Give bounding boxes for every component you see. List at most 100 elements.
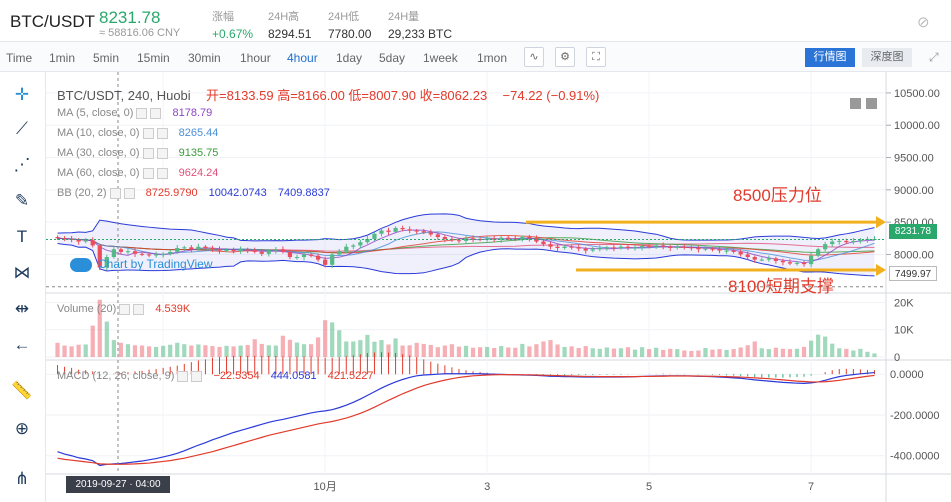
candle-body[interactable] bbox=[175, 248, 180, 252]
candle-body[interactable] bbox=[456, 240, 462, 242]
candle-body[interactable] bbox=[710, 248, 715, 250]
tf-1week[interactable]: 1week bbox=[423, 51, 458, 65]
pair-name[interactable]: BTC/USDT bbox=[10, 12, 95, 31]
tf-5min[interactable]: 5min bbox=[93, 51, 120, 65]
volume-bar[interactable] bbox=[555, 344, 560, 357]
candle-body[interactable] bbox=[294, 257, 300, 259]
candle-body[interactable] bbox=[661, 245, 666, 247]
candle-body[interactable] bbox=[513, 238, 518, 240]
volume-bar[interactable] bbox=[477, 347, 483, 357]
volume-bar[interactable] bbox=[773, 347, 778, 357]
candle-body[interactable] bbox=[161, 253, 166, 255]
volume-bar[interactable] bbox=[69, 346, 74, 357]
candle-body[interactable] bbox=[224, 249, 229, 251]
volume-bar[interactable] bbox=[485, 346, 490, 357]
volume-bar[interactable] bbox=[597, 348, 602, 357]
tf-30min[interactable]: 30min bbox=[188, 51, 221, 65]
volume-bar[interactable] bbox=[83, 344, 88, 357]
volume-bar[interactable] bbox=[766, 349, 771, 357]
candle-body[interactable] bbox=[62, 238, 67, 240]
settings-box-icon[interactable] bbox=[109, 187, 121, 199]
candle-body[interactable] bbox=[780, 260, 786, 263]
candle-body[interactable] bbox=[154, 254, 159, 256]
volume-bar[interactable] bbox=[308, 344, 314, 357]
volume-bar[interactable] bbox=[689, 351, 694, 357]
volume-bar[interactable] bbox=[231, 346, 236, 357]
volume-bar[interactable] bbox=[90, 325, 95, 357]
candle-body[interactable] bbox=[851, 240, 856, 243]
volume-bar[interactable] bbox=[569, 346, 574, 357]
candle-body[interactable] bbox=[315, 255, 321, 260]
candle-body[interactable] bbox=[759, 259, 764, 261]
candle-body[interactable] bbox=[724, 250, 729, 252]
volume-bar[interactable] bbox=[139, 345, 145, 357]
volume-bar[interactable] bbox=[273, 345, 278, 357]
volume-bar[interactable] bbox=[104, 321, 109, 357]
volume-bar[interactable] bbox=[724, 349, 729, 357]
volume-bar[interactable] bbox=[675, 349, 680, 357]
volume-bar[interactable] bbox=[203, 345, 208, 357]
settings-box-icon[interactable] bbox=[119, 303, 131, 315]
close-box-icon[interactable] bbox=[156, 167, 168, 179]
candle-body[interactable] bbox=[146, 254, 152, 256]
volume-bar[interactable] bbox=[330, 322, 335, 357]
volume-bar[interactable] bbox=[534, 344, 539, 357]
candle-body[interactable] bbox=[576, 247, 581, 249]
volume-bar[interactable] bbox=[287, 339, 293, 357]
volume-bar[interactable] bbox=[541, 341, 546, 357]
volume-bar[interactable] bbox=[358, 340, 363, 357]
candle-body[interactable] bbox=[625, 246, 631, 248]
volume-bar[interactable] bbox=[661, 349, 666, 357]
expand-icon[interactable]: ⤢ bbox=[929, 50, 939, 64]
candle-body[interactable] bbox=[287, 251, 293, 258]
candle-body[interactable] bbox=[358, 242, 363, 246]
volume-bar[interactable] bbox=[323, 320, 328, 357]
volume-bar[interactable] bbox=[365, 334, 370, 357]
volume-bar[interactable] bbox=[752, 341, 757, 357]
fib-icon[interactable]: ⋰ bbox=[13, 155, 31, 174]
volume-bar[interactable] bbox=[527, 346, 532, 357]
candle-body[interactable] bbox=[646, 246, 652, 248]
volume-bar[interactable] bbox=[865, 351, 870, 357]
volume-bar[interactable] bbox=[252, 339, 257, 357]
volume-bar[interactable] bbox=[456, 346, 462, 357]
volume-bar[interactable] bbox=[801, 346, 807, 357]
hide-icon[interactable]: ⊘ bbox=[917, 14, 930, 31]
candle-body[interactable] bbox=[90, 240, 95, 246]
tf-5day[interactable]: 5day bbox=[379, 51, 406, 65]
candle-body[interactable] bbox=[168, 251, 173, 254]
candle-body[interactable] bbox=[245, 249, 250, 251]
candle-body[interactable] bbox=[125, 251, 131, 253]
candle-body[interactable] bbox=[639, 246, 645, 248]
candle-body[interactable] bbox=[83, 240, 88, 242]
volume-bar[interactable] bbox=[731, 349, 736, 357]
candle-body[interactable] bbox=[379, 230, 384, 234]
volume-bar[interactable] bbox=[161, 345, 166, 357]
candle-body[interactable] bbox=[787, 262, 793, 264]
volume-bar[interactable] bbox=[632, 349, 638, 357]
volume-bar[interactable] bbox=[520, 343, 525, 357]
candle-body[interactable] bbox=[386, 230, 391, 232]
candle-body[interactable] bbox=[731, 250, 736, 252]
volume-bar[interactable] bbox=[182, 344, 187, 357]
volume-bar[interactable] bbox=[611, 348, 617, 357]
market-chart-button[interactable]: 行情图 bbox=[805, 48, 855, 67]
candle-body[interactable] bbox=[604, 247, 609, 249]
close-box-icon[interactable] bbox=[150, 107, 162, 119]
candle-body[interactable] bbox=[414, 230, 419, 232]
volume-bar[interactable] bbox=[562, 346, 567, 357]
candle-body[interactable] bbox=[816, 249, 821, 256]
candle-body[interactable] bbox=[97, 245, 102, 268]
candle-body[interactable] bbox=[266, 250, 271, 254]
settings-icon[interactable]: ⚙ bbox=[555, 47, 575, 67]
volume-bar[interactable] bbox=[604, 347, 609, 357]
volume-bar[interactable] bbox=[344, 341, 349, 357]
candle-body[interactable] bbox=[499, 237, 504, 240]
close-box-icon[interactable] bbox=[133, 303, 145, 315]
candle-body[interactable] bbox=[682, 246, 687, 248]
zoom-icon[interactable]: ⊕ bbox=[14, 419, 30, 438]
volume-bar[interactable] bbox=[858, 348, 863, 357]
tf-4hour[interactable]: 4hour bbox=[287, 51, 318, 65]
volume-bar[interactable] bbox=[830, 343, 835, 357]
volume-bar[interactable] bbox=[280, 335, 286, 357]
